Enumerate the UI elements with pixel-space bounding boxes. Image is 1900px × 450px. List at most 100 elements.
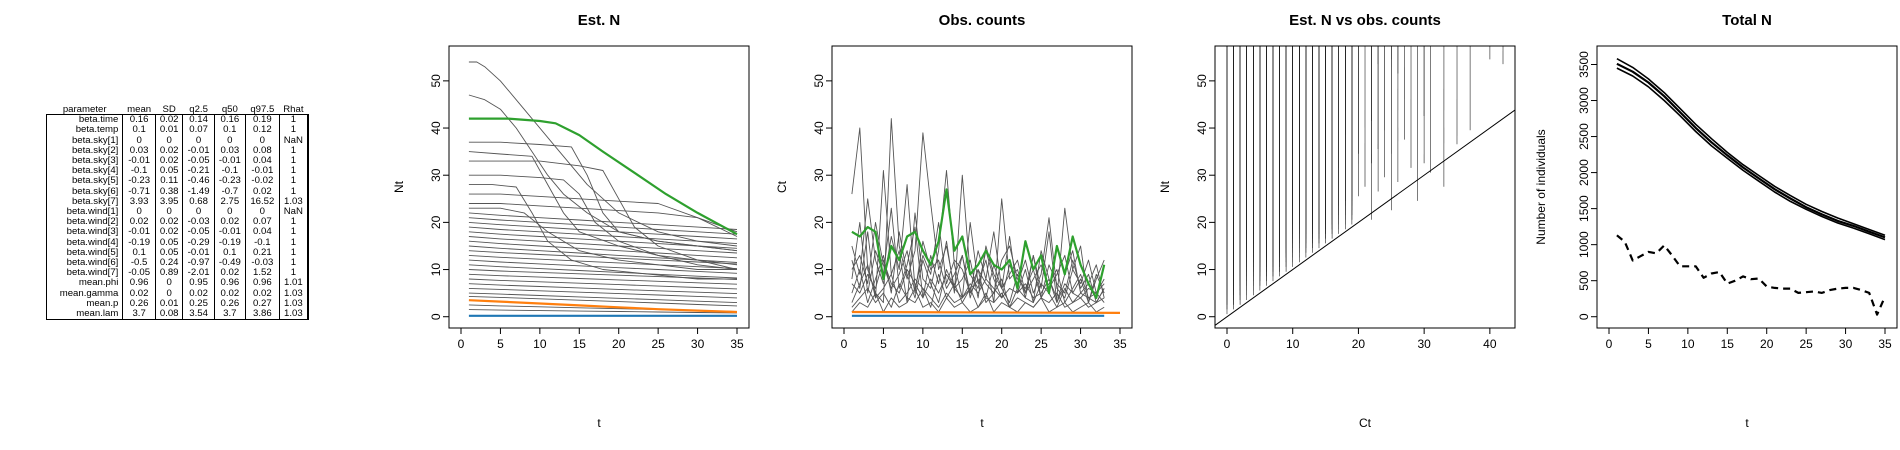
table-cell: 0.1 xyxy=(122,247,156,259)
x-axis-label: t xyxy=(980,416,984,430)
series-line xyxy=(1616,62,1886,239)
series-line xyxy=(468,250,738,265)
x-tick-label: 35 xyxy=(1113,337,1127,351)
series-line xyxy=(468,141,738,252)
series-line xyxy=(468,273,738,285)
y-tick-label: 20 xyxy=(1195,215,1209,229)
table-cell: 3.93 xyxy=(122,196,156,208)
column-header: q50 xyxy=(221,104,238,115)
series-line xyxy=(468,292,738,304)
y-axis-label: Nt xyxy=(392,180,406,193)
table-cell: 0.1 xyxy=(213,247,246,259)
y-tick-label: 3000 xyxy=(1577,87,1591,114)
parameter-name: mean.lam xyxy=(45,308,124,320)
series-line xyxy=(468,278,738,290)
table-row: mean.p 0.26 0.01 0.25 0.26 0.27 1.03 xyxy=(45,298,309,310)
x-tick-label: 5 xyxy=(880,337,887,351)
y-tick-label: 20 xyxy=(812,215,826,229)
y-tick-label: 0 xyxy=(1195,313,1209,320)
y-tick-label: 3500 xyxy=(1577,51,1591,78)
plot-frame xyxy=(1214,45,1516,329)
series-line xyxy=(851,287,1105,313)
series-line xyxy=(851,310,1121,314)
x-tick-label: 5 xyxy=(497,337,504,351)
x-tick-label: 5 xyxy=(1645,337,1652,351)
y-tick-label: 30 xyxy=(812,168,826,182)
table-cell: 0.96 xyxy=(122,278,156,289)
series-line xyxy=(468,264,738,279)
table-cell: 1 xyxy=(278,186,309,197)
y-tick-label: 500 xyxy=(1577,270,1591,290)
parameter-name: beta.sky[7] xyxy=(45,196,124,208)
series-line xyxy=(468,254,738,270)
table-cell: 0.02 xyxy=(213,268,246,279)
series-line xyxy=(468,207,737,270)
table-cell: 1.03 xyxy=(278,308,309,320)
series-line xyxy=(468,245,738,263)
table-row: beta.temp 0.1 0.01 0.07 0.1 0.12 1 xyxy=(45,125,309,136)
parameter-name: beta.wind[1] xyxy=(45,206,124,218)
series-line xyxy=(468,117,738,236)
table-cell: 1 xyxy=(278,155,309,167)
parameter-name: beta.sky[2] xyxy=(45,145,124,157)
x-tick-label: 10 xyxy=(533,337,547,351)
identity-line xyxy=(1215,109,1515,326)
table-cell: 0.03 xyxy=(122,145,156,157)
table-cell: 1 xyxy=(278,227,309,238)
column-header: q97.5 xyxy=(250,104,275,115)
table-cell: -0.7 xyxy=(213,186,246,197)
table-row: beta.wind[6] -0.5 0.24 -0.97 -0.49 -0.03 1 xyxy=(45,257,309,269)
y-tick-label: 30 xyxy=(1195,168,1209,182)
table-row: beta.sky[6] -0.71 0.38 -1.49 -0.7 0.02 1 xyxy=(45,186,309,197)
parameter-name: beta.wind[2] xyxy=(45,217,124,228)
series-line xyxy=(851,188,1106,299)
table-cell: -0.1 xyxy=(213,166,246,177)
table-row: beta.sky[3] -0.01 0.02 -0.05 -0.01 0.04 1 xyxy=(45,155,309,167)
series-line xyxy=(1616,67,1886,241)
table-cell: 1 xyxy=(278,166,309,177)
x-tick-label: 10 xyxy=(1286,337,1300,351)
parameter-name: beta.sky[5] xyxy=(45,176,124,187)
summary-table-panel: parameter mean SD q2.5 q50 q97.5 Rhat beta.tim… xyxy=(45,104,309,321)
x-axis-label: Ct xyxy=(1359,416,1372,430)
table-cell: 0.02 xyxy=(122,288,156,299)
y-tick-label: 10 xyxy=(1195,263,1209,277)
series-line xyxy=(1616,57,1886,237)
parameter-name: beta.sky[6] xyxy=(45,186,124,197)
table-cell: 0.26 xyxy=(213,298,246,310)
table-cell: 0.03 xyxy=(213,145,246,157)
plot-frame xyxy=(831,45,1133,329)
y-tick-label: 0 xyxy=(1577,313,1591,320)
table-row: beta.wind[4] -0.19 0.05 -0.29 -0.19 -0.1 1 xyxy=(45,237,309,248)
table-cell: 0 xyxy=(213,135,246,146)
table-row: beta.sky[1] 0 0 0 0 0 NaN xyxy=(45,135,309,146)
series-line xyxy=(851,118,1105,304)
series-line xyxy=(468,231,738,249)
parameter-name: mean.phi xyxy=(45,278,124,289)
series-line xyxy=(468,217,738,235)
parameter-name: mean.gamma xyxy=(45,288,124,299)
table-cell: 1 xyxy=(278,145,309,157)
x-tick-label: 25 xyxy=(651,337,665,351)
parameter-name: beta.sky[3] xyxy=(45,155,124,167)
plot-area xyxy=(1616,57,1887,316)
table-cell: 0.96 xyxy=(213,278,246,289)
series-line xyxy=(468,203,738,233)
series-line xyxy=(468,184,737,280)
table-row: beta.sky[7] 3.93 3.95 0.68 2.75 16.52 1.03 xyxy=(45,196,309,208)
y-tick-label: 40 xyxy=(429,121,443,135)
series-line xyxy=(468,287,738,299)
x-tick-label: 15 xyxy=(956,337,970,351)
series-line xyxy=(468,295,738,307)
y-tick-label: 0 xyxy=(812,313,826,320)
x-axis-label: t xyxy=(597,416,601,430)
x-tick-label: 25 xyxy=(1034,337,1048,351)
x-tick-label: 10 xyxy=(1681,337,1695,351)
chart-est-n: Est. N t Nt 0 5 10 15 20 25 30 35 0 10 20 30 40 50 xyxy=(392,12,750,430)
table-cell: 2.75 xyxy=(213,196,246,208)
x-tick-label: 20 xyxy=(1760,337,1774,351)
table-row: mean.lam 3.7 0.08 3.54 3.7 3.86 1.03 xyxy=(45,308,309,320)
table-cell: -0.1 xyxy=(122,166,156,177)
y-tick-label: 2000 xyxy=(1577,159,1591,186)
table-cell: 0.02 xyxy=(213,217,246,228)
